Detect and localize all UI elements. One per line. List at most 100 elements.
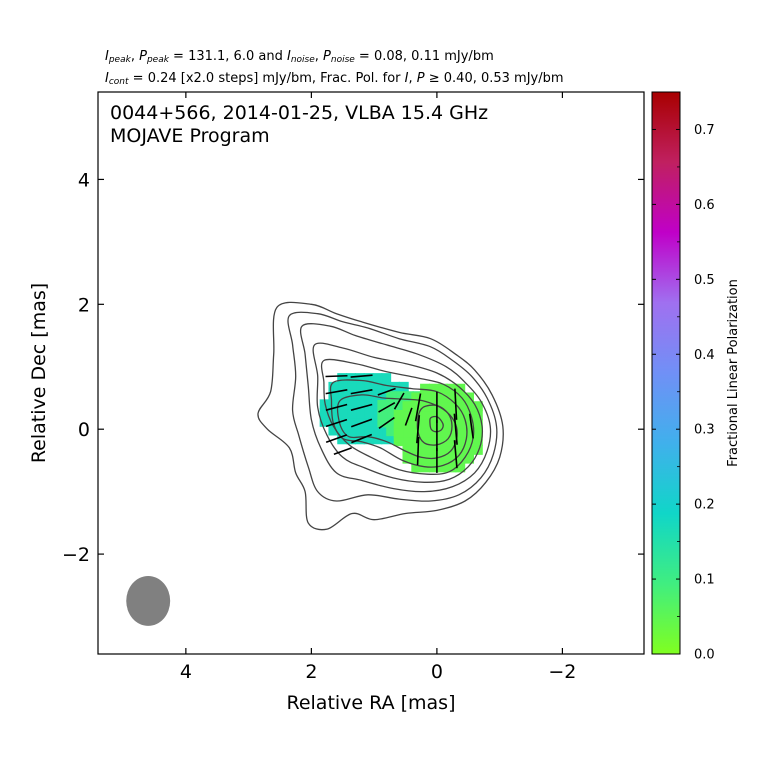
beam-layer [126, 575, 171, 626]
header-text-part: noise [290, 55, 315, 65]
evpa-vector [416, 415, 421, 444]
evpa-vector [351, 433, 373, 444]
plot-background [98, 92, 644, 654]
polarization-pixel [464, 436, 474, 447]
polarization-pixel [411, 444, 422, 455]
polarization-pixel [411, 462, 422, 473]
polarization-pixel [437, 436, 448, 447]
evpa-vector [333, 447, 352, 456]
polarization-pixel [411, 418, 422, 429]
header-line-1: Ipeak, Ppeak = 131.1, 6.0 and Inoise, Pn… [105, 49, 494, 65]
colorbar-tick-label: 0.1 [694, 573, 715, 588]
polarization-pixel [420, 392, 431, 403]
polarization-pixel [403, 391, 414, 402]
polarization-pixel [455, 392, 466, 403]
polarization-pixel [337, 434, 348, 445]
polarization-pixel [446, 409, 457, 420]
colorbar-tick-label: 0.7 [694, 123, 715, 138]
intensity-contour [257, 301, 504, 531]
header-text-part: , [408, 71, 417, 86]
polarization-pixel [455, 427, 466, 438]
polarization-pixel [372, 381, 383, 392]
polarization-pixel [420, 409, 431, 420]
evpa-vector [325, 374, 348, 378]
polarization-pixel [428, 392, 439, 403]
polarization-pixel [346, 434, 357, 445]
header-text-part: I [286, 49, 291, 64]
header-text-part: peak [146, 55, 169, 65]
polarization-pixel [455, 409, 466, 420]
plot-frame [97, 91, 645, 655]
polarization-pixel [363, 373, 374, 384]
polarization-pixel [354, 425, 365, 436]
polarization-pixel [363, 434, 374, 445]
polarization-pixel [428, 418, 439, 429]
header-text-part: peak [108, 55, 131, 65]
polarization-pixel [428, 436, 439, 447]
polarization-pixel [402, 418, 413, 429]
y-tick-label: 0 [78, 419, 90, 441]
plot-area: 4 2 0 −2 4 2 0 −2 [62, 91, 645, 683]
polarization-pixel [437, 383, 448, 394]
polarization-pixel [354, 408, 365, 419]
plot-title-line-1: 0044+566, 2014-01-25, VLBA 15.4 GHz [110, 102, 488, 124]
axis-ticks: 4 2 0 −2 4 2 0 −2 [62, 92, 644, 683]
polarization-pixel [337, 390, 348, 401]
colorbar-tick-label: 0.6 [694, 198, 715, 213]
polarization-pixel [472, 401, 483, 412]
colorbar-frame [651, 91, 681, 655]
header-text-part: P [139, 49, 147, 64]
contour-layer [257, 301, 504, 531]
colorbar-tick-label: 0.5 [694, 273, 715, 288]
colorbar-tick-label: 0.2 [694, 498, 715, 513]
polarization-pixel [377, 399, 388, 410]
x-axis-label: Relative RA [mas] [286, 692, 455, 714]
polarization-pixel [381, 434, 392, 445]
polarization-pixel [411, 427, 422, 438]
polarization-pixel [420, 383, 431, 394]
polarization-pixel [346, 408, 357, 419]
polarization-pixel [319, 416, 330, 427]
polarization-pixel [428, 401, 439, 412]
polarization-pixel [464, 401, 474, 412]
polarization-pixel [354, 416, 365, 427]
polarization-pixel [446, 392, 457, 403]
polarization-pixel [377, 417, 388, 428]
polarization-pixel [455, 436, 466, 447]
header-text-part: ≥ 0.40, 0.53 mJy/bm [424, 71, 564, 86]
evpa-vector [414, 393, 422, 422]
polarization-pixel [402, 436, 413, 447]
evpa-vector [453, 413, 458, 445]
polarization-pixel [402, 409, 413, 420]
polarization-pixel [363, 416, 374, 427]
polarization-pixel [411, 401, 422, 412]
polarization-pixel [346, 381, 357, 392]
polarization-pixel [472, 444, 483, 455]
polarization-pixel [386, 391, 397, 402]
polarization-pixel [393, 418, 404, 429]
polarization-pixel [402, 453, 413, 464]
colorbar-tick-label: 0.0 [694, 648, 715, 663]
colorbar-gradient [652, 92, 680, 654]
intensity-contour [416, 404, 453, 446]
polarization-pixel [464, 453, 474, 464]
polarization-pixel [437, 392, 448, 403]
polarization-pixel [346, 399, 357, 410]
plot-title-line-2: MOJAVE Program [110, 125, 270, 147]
polarization-pixel [354, 399, 365, 410]
polarization-pixel [337, 399, 348, 410]
evpa-vector [350, 418, 373, 428]
polarization-pixel [319, 408, 330, 419]
evpa-vector [378, 401, 396, 413]
polarization-pixel [437, 427, 448, 438]
evpa-vector-layer [325, 374, 474, 473]
evpa-vector [350, 403, 373, 411]
evpa-vector [325, 403, 348, 411]
polarization-pixel [428, 427, 439, 438]
y-tick-label: 4 [78, 169, 90, 191]
polarization-pixel [393, 409, 404, 420]
polarization-pixel [354, 381, 365, 392]
polarization-pixel [446, 453, 457, 464]
polarization-pixel [437, 444, 448, 455]
